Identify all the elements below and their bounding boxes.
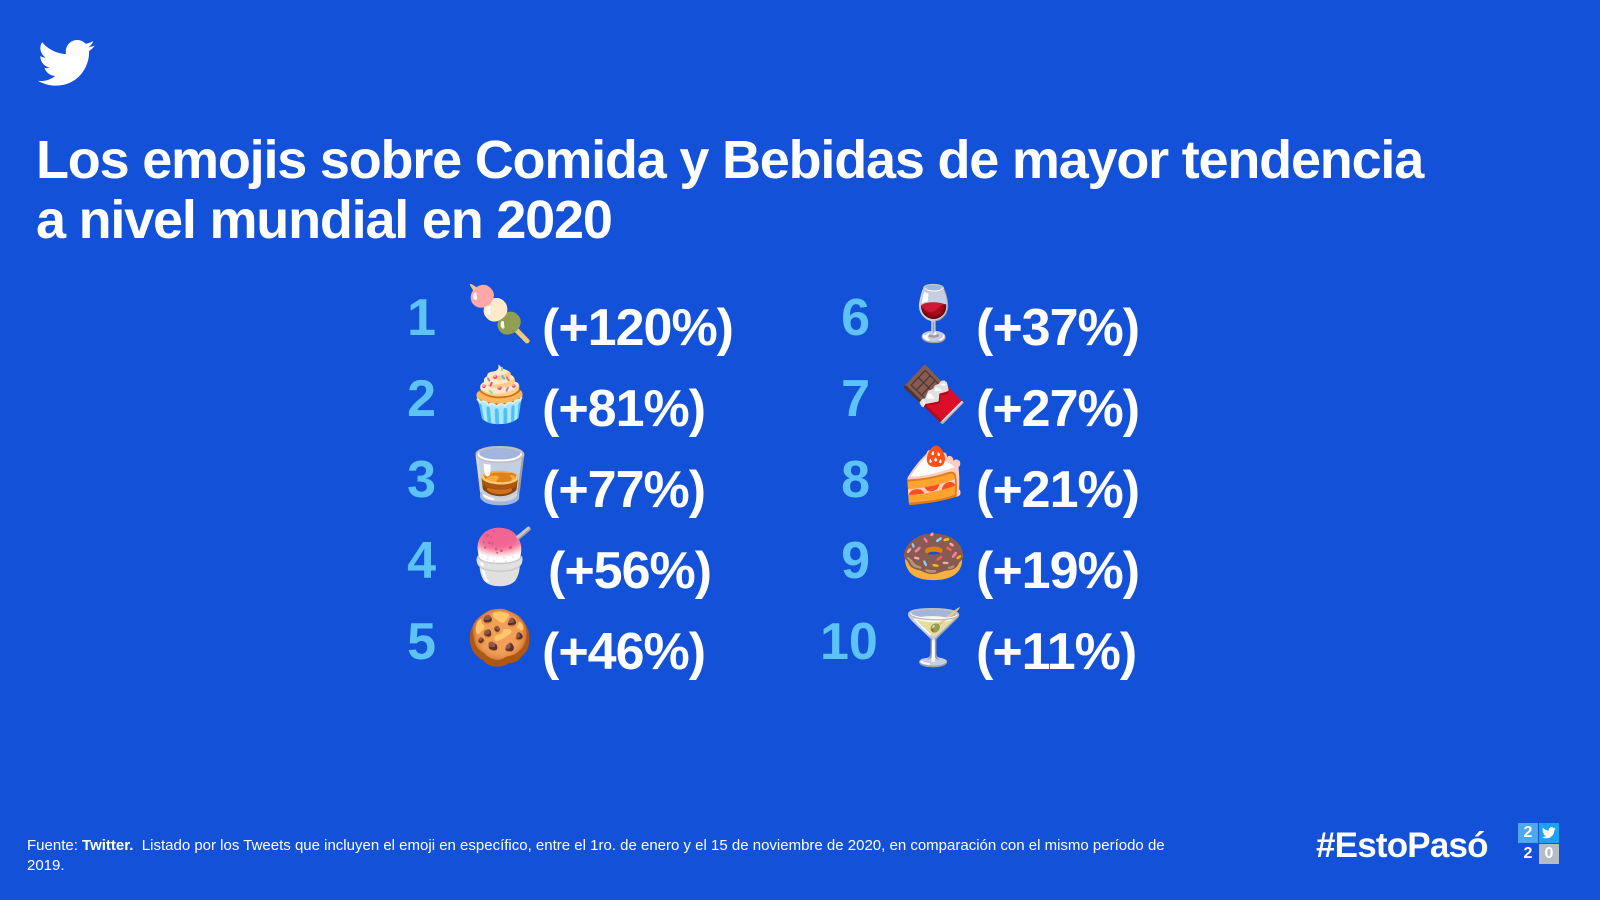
- source-label: Fuente:: [27, 837, 78, 854]
- rank-number: 3: [407, 451, 436, 509]
- title-line-2: a nivel mundial en 2020: [36, 190, 613, 250]
- growth-percent: (+21%): [976, 461, 1140, 519]
- ranking-row: 7 🍫 (+27%): [820, 361, 1200, 442]
- rank-number: 6: [841, 289, 870, 347]
- twitter-bird-icon: [38, 40, 96, 88]
- page-title: Los emojis sobre Comida y Bebidas de may…: [36, 130, 1576, 250]
- rank-number: 7: [841, 370, 870, 428]
- growth-percent: (+19%): [976, 542, 1140, 600]
- twitter-bird-icon: [1539, 823, 1559, 843]
- ranking-row: 8 🍰 (+21%): [820, 442, 1200, 523]
- cookie-icon: 🍪: [466, 606, 534, 669]
- growth-percent: (+11%): [976, 623, 1137, 681]
- title-line-1: Los emojis sobre Comida y Bebidas de may…: [36, 130, 1424, 190]
- growth-percent: (+37%): [976, 299, 1140, 357]
- year-digit: 2: [1523, 845, 1533, 862]
- source-name: Twitter.: [82, 837, 134, 854]
- ranking-row: 5 🍪 (+46%): [400, 604, 780, 685]
- growth-percent: (+46%): [542, 623, 706, 681]
- campaign-hashtag: #EstoPasó: [1316, 826, 1489, 865]
- cocktail-glass-icon: 🍸: [900, 606, 968, 669]
- rank-number: 9: [841, 532, 870, 590]
- rank-number: 4: [407, 532, 436, 590]
- year-digit: 2: [1518, 823, 1538, 843]
- rank-number: 1: [407, 289, 436, 347]
- shaved-ice-icon: 🍧: [466, 525, 534, 588]
- ranking-row: 4 🍧 (+56%): [400, 523, 780, 604]
- ranking-column-right: 6 🍷 (+37%) 7 🍫 (+27%) 8 🍰 (+21%) 9 🍩 (+1…: [820, 280, 1200, 685]
- rank-number: 2: [407, 370, 436, 428]
- dango-icon: 🍡: [466, 282, 534, 345]
- ranking-column-left: 1 🍡 (+120%) 2 🧁 (+81%) 3 🥃 (+77%) 4 🍧 (+…: [400, 280, 780, 685]
- growth-percent: (+81%): [542, 380, 706, 438]
- ranking-row: 10 🍸 (+11%): [820, 604, 1200, 685]
- ranking-row: 1 🍡 (+120%): [400, 280, 780, 361]
- ranking-row: 2 🧁 (+81%): [400, 361, 780, 442]
- cupcake-icon: 🧁: [466, 363, 534, 426]
- chocolate-bar-icon: 🍫: [900, 363, 968, 426]
- ranking-row: 9 🍩 (+19%): [820, 523, 1200, 604]
- wine-glass-icon: 🍷: [900, 282, 968, 345]
- growth-percent: (+120%): [542, 299, 734, 357]
- source-footnote: Fuente: Twitter. Listado por los Tweets …: [27, 836, 1187, 876]
- year-2020-logo: 2 2 0: [1518, 823, 1560, 865]
- ranking-row: 6 🍷 (+37%): [820, 280, 1200, 361]
- tumbler-glass-icon: 🥃: [466, 444, 534, 507]
- shortcake-icon: 🍰: [900, 444, 968, 507]
- rank-number: 10: [820, 613, 878, 671]
- ranking-row: 3 🥃 (+77%): [400, 442, 780, 523]
- source-note-text: Listado por los Tweets que incluyen el e…: [27, 837, 1165, 874]
- doughnut-icon: 🍩: [900, 525, 968, 588]
- rank-number: 8: [841, 451, 870, 509]
- year-digit: 0: [1539, 844, 1559, 864]
- growth-percent: (+56%): [548, 542, 712, 600]
- growth-percent: (+77%): [542, 461, 706, 519]
- rank-number: 5: [407, 613, 436, 671]
- growth-percent: (+27%): [976, 380, 1140, 438]
